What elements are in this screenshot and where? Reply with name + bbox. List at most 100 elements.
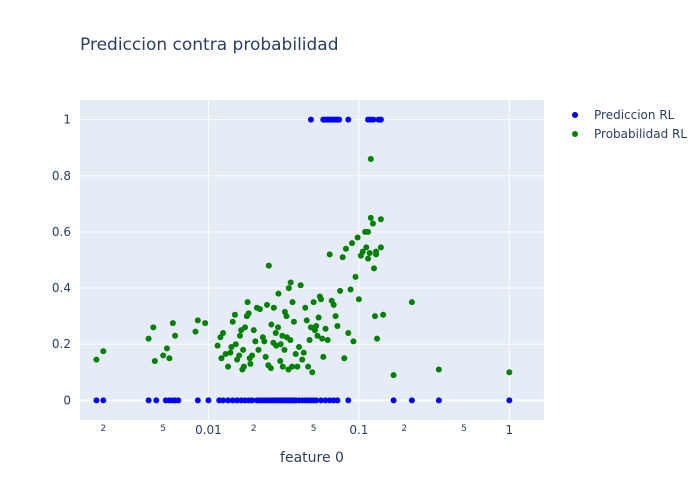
data-point [366, 249, 373, 256]
data-point [341, 355, 348, 362]
x-tick-label: 2 [401, 424, 407, 434]
data-point [227, 349, 234, 356]
data-point [374, 335, 381, 342]
data-point [169, 320, 176, 327]
data-point [307, 116, 314, 123]
data-point [240, 363, 247, 370]
data-point [194, 317, 201, 324]
data-point [318, 296, 325, 303]
data-point [296, 344, 303, 351]
data-point [289, 363, 296, 370]
data-point [377, 216, 384, 223]
data-point [377, 116, 384, 123]
data-point [355, 296, 362, 303]
data-point [322, 325, 329, 332]
legend[interactable]: Prediccion RL Probabilidad RL [572, 108, 687, 141]
data-points [93, 116, 513, 404]
legend-marker [572, 131, 578, 137]
data-point [220, 397, 227, 404]
data-point [236, 352, 243, 359]
data-point [352, 273, 359, 280]
data-point [349, 240, 356, 247]
data-point [435, 397, 442, 404]
data-point [279, 363, 286, 370]
data-point [240, 346, 247, 353]
data-point [324, 337, 331, 343]
data-point [345, 329, 352, 336]
data-point [150, 324, 157, 331]
data-point [326, 251, 333, 258]
legend-item[interactable]: Prediccion RL [572, 108, 675, 122]
data-point [506, 369, 513, 376]
data-point [275, 324, 282, 331]
legend-marker [572, 112, 578, 118]
data-point [350, 338, 357, 345]
data-point [370, 265, 377, 272]
data-point [229, 318, 236, 325]
y-tick-label: 0 [63, 393, 71, 407]
data-point [359, 248, 366, 255]
data-point [202, 320, 209, 327]
data-point [342, 245, 349, 252]
data-point [319, 335, 326, 342]
data-point [163, 345, 170, 352]
data-point [334, 322, 341, 329]
data-point [145, 397, 152, 404]
data-point [365, 228, 372, 235]
data-point [322, 397, 329, 404]
data-point [306, 337, 313, 343]
legend-item[interactable]: Probabilidad RL [572, 127, 687, 141]
data-point [225, 397, 232, 404]
data-point [285, 285, 292, 292]
data-point [294, 363, 301, 370]
data-point [408, 299, 415, 306]
data-point [222, 351, 229, 358]
x-axis-ticks: 2 5 0.01 2 5 0.1 2 5 1 [100, 423, 513, 437]
data-point [205, 397, 212, 404]
x-tick-label: 2 [251, 424, 257, 434]
data-point [303, 317, 310, 324]
data-point [272, 329, 279, 336]
data-point [292, 351, 299, 358]
data-point [145, 335, 152, 342]
data-point [408, 397, 415, 404]
x-tick-label: 2 [100, 424, 106, 434]
data-point [264, 301, 271, 308]
data-point [100, 397, 107, 404]
data-point [244, 299, 251, 306]
data-point [228, 344, 235, 351]
data-point [313, 397, 320, 404]
data-point [231, 311, 238, 318]
data-point [218, 355, 225, 362]
y-tick-label: 0.2 [52, 337, 71, 351]
data-point [247, 360, 254, 367]
data-point [151, 358, 158, 365]
data-point [305, 363, 312, 370]
data-point [249, 352, 256, 359]
data-point [309, 369, 316, 376]
data-point [373, 248, 380, 255]
data-point [172, 332, 179, 339]
data-point [336, 116, 343, 123]
data-point [372, 313, 379, 320]
x-tick-label: 1 [506, 423, 514, 437]
data-point [345, 397, 352, 404]
chart-title: Prediccion contra probabilidad [80, 35, 339, 55]
data-point [93, 397, 100, 404]
data-point [339, 254, 346, 261]
data-point [370, 116, 377, 123]
data-point [367, 155, 374, 162]
data-point [363, 244, 370, 251]
data-point [310, 299, 317, 306]
data-point [153, 397, 160, 404]
data-point [175, 397, 182, 404]
legend-label: Prediccion RL [594, 108, 675, 122]
data-point [281, 346, 288, 353]
y-tick-label: 0.8 [52, 169, 71, 183]
data-point [287, 337, 294, 343]
data-point [270, 304, 277, 311]
data-point [249, 397, 256, 404]
data-point [390, 372, 397, 379]
data-point [277, 358, 284, 365]
